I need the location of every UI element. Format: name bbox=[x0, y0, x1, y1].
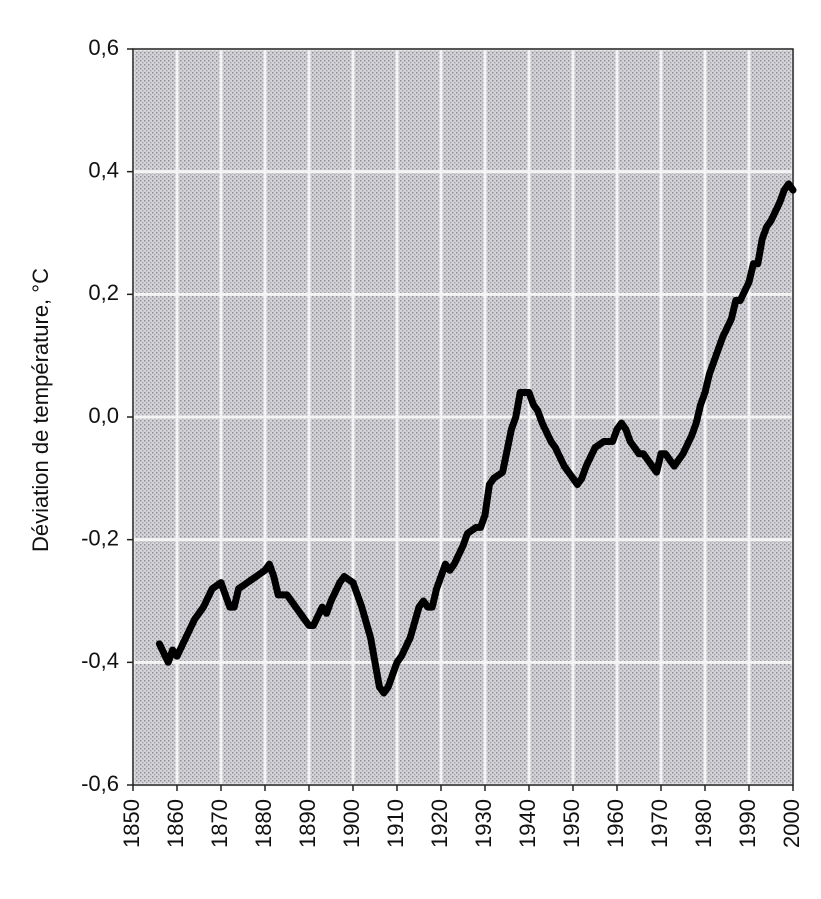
y-tick-label: 0,2 bbox=[88, 280, 119, 305]
x-tick-label: 1970 bbox=[647, 799, 672, 848]
x-tick-label: 1900 bbox=[339, 799, 364, 848]
y-tick-label: 0,0 bbox=[88, 403, 119, 428]
x-tick-label: 1940 bbox=[515, 799, 540, 848]
x-tick-label: 1960 bbox=[603, 799, 628, 848]
y-tick-label: 0,6 bbox=[88, 35, 119, 60]
x-tick-label: 2000 bbox=[779, 799, 804, 848]
x-tick-label: 1980 bbox=[691, 799, 716, 848]
x-tick-label: 1990 bbox=[735, 799, 760, 848]
y-tick-label: -0,4 bbox=[81, 648, 119, 673]
grid bbox=[131, 47, 795, 787]
x-tick-label: 1920 bbox=[427, 799, 452, 848]
x-tick-label: 1860 bbox=[163, 799, 188, 848]
x-tick-label: 1870 bbox=[207, 799, 232, 848]
y-tick-label: 0,4 bbox=[88, 157, 119, 182]
x-tick-label: 1910 bbox=[383, 799, 408, 848]
temperature-line bbox=[155, 180, 797, 697]
x-tick-label: 1950 bbox=[559, 799, 584, 848]
y-tick-label: -0,2 bbox=[81, 525, 119, 550]
y-tick-label: -0,6 bbox=[81, 771, 119, 796]
x-tick-label: 1890 bbox=[295, 799, 320, 848]
x-tick-label: 1930 bbox=[471, 799, 496, 848]
x-tick-label: 1850 bbox=[119, 799, 144, 848]
y-axis-label: Déviation de température, °C bbox=[28, 268, 53, 552]
x-tick-label: 1880 bbox=[251, 799, 276, 848]
